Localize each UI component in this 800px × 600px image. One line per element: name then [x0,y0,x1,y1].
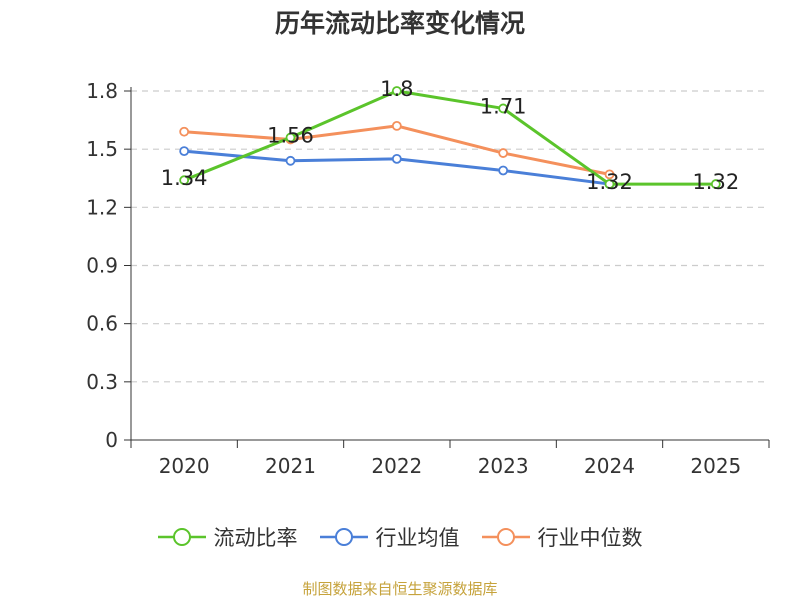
y-tick-label: 0.3 [86,370,118,394]
data-point [285,155,296,166]
x-tick-label: 2025 [690,454,741,478]
legend-marker-icon [157,528,206,546]
legend-label: 行业中位数 [537,526,643,550]
data-label: 1.32 [692,170,739,194]
data-labels: 1.34 1.56 1.8 1.71 1.32 1.32 [161,77,739,194]
data-point [391,153,402,164]
x-tick-label: 2020 [159,454,210,478]
data-point [179,175,190,186]
legend-marker-icon [319,528,368,546]
legend-item-industry-median[interactable]: 行业中位数 [481,522,643,552]
data-point [498,103,509,114]
data-point [498,165,509,176]
data-point [391,121,402,131]
grid-lines [131,90,769,383]
data-label: 1.34 [161,166,208,190]
data-point [498,148,509,158]
data-point [604,169,615,180]
legend-label: 流动比率 [213,526,298,550]
series-lines [179,86,721,189]
data-point [391,86,402,96]
data-point [604,179,615,189]
y-tick-label: 0.6 [86,312,118,336]
y-tick-label: 0.9 [86,254,118,278]
axes: 0 0.3 0.6 0.9 1.2 1.5 1.8 2020 2021 2022 2023 2024 2… [86,79,770,478]
y-tick-label: 1.5 [86,137,118,161]
x-tick-label: 2022 [371,454,422,478]
series-line-2 [184,124,610,176]
y-tick-label: 1.2 [86,195,118,219]
data-point [285,132,296,143]
chart-title: 历年流动比率变化情况 [274,9,525,38]
legend: 流动比率 行业均值 行业中位数 [0,520,800,554]
x-tick-label: 2023 [478,454,529,478]
data-point [179,146,190,157]
y-tick-label: 1.8 [86,79,118,103]
data-label: 1.32 [586,170,633,194]
legend-item-industry-mean[interactable]: 行业均值 [319,522,460,552]
legend-item-current-ratio[interactable]: 流动比率 [157,522,298,552]
series-line-0 [183,89,716,186]
data-label: 1.71 [480,94,527,118]
data-label: 1.56 [267,124,314,148]
data-label: 1.8 [380,77,413,101]
data-point [710,179,721,189]
legend-marker-icon [481,528,530,546]
x-tick-label: 2021 [265,454,316,478]
data-point [179,126,190,137]
x-tick-label: 2024 [584,454,635,478]
legend-label: 行业均值 [375,526,460,550]
y-tick-label: 0 [105,428,118,452]
source-note: 制图数据来自恒生聚源数据库 [302,580,498,598]
